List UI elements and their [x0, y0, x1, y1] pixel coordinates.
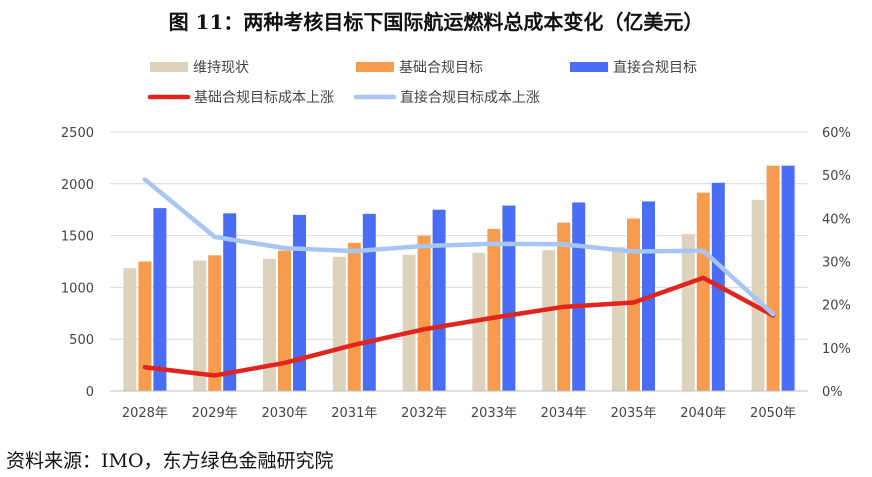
bar: [223, 213, 237, 391]
bar: [193, 260, 207, 391]
legend-swatch: [356, 62, 394, 72]
x-tick-label: 2040年: [680, 406, 726, 421]
y-right-tick-label: 20%: [822, 299, 851, 314]
series-line: [142, 177, 776, 317]
bar: [347, 242, 361, 391]
x-tick-label: 2035年: [610, 406, 656, 421]
legend-label: 基础合规目标: [399, 59, 483, 76]
x-tick-label: 2030年: [261, 406, 307, 421]
y-right-tick-label: 60%: [822, 126, 851, 141]
bar: [572, 202, 586, 391]
bar: [208, 255, 222, 391]
y-right-tick-label: 0%: [822, 385, 843, 400]
source-note: 资料来源：IMO，东方绿色金融研究院: [6, 450, 334, 472]
bar: [293, 214, 306, 391]
bar-series: [123, 165, 795, 391]
chart: 0 500 1000 1500 2000 2500 0% 10% 20% 30% 40% 50% 60%…: [61, 59, 851, 421]
bar: [542, 250, 556, 391]
bar: [432, 209, 446, 391]
line-series: [142, 177, 776, 378]
bar: [751, 199, 765, 391]
y-right-tick-label: 50%: [822, 169, 851, 184]
y-left-tick-label: 1000: [61, 281, 94, 296]
y-right-tick-label: 40%: [822, 212, 851, 227]
legend-label: 直接合规目标: [613, 59, 697, 76]
x-tick-label: 2028年: [122, 406, 168, 421]
bar: [123, 268, 137, 391]
bar: [362, 213, 376, 391]
legend-label: 基础合规目标成本上涨: [194, 89, 334, 106]
x-tick-label: 2031年: [331, 406, 377, 421]
chart-title: 图 11：两种考核目标下国际航运燃料总成本变化（亿美元）: [168, 10, 704, 34]
bar: [402, 254, 416, 391]
y-right-tick-label: 30%: [822, 256, 851, 271]
bar: [417, 235, 431, 391]
legend-label: 直接合规目标成本上涨: [400, 89, 540, 106]
series-line: [142, 275, 776, 378]
y-left-tick-label: 2000: [61, 178, 94, 193]
y-left-tick-label: 500: [69, 333, 94, 348]
legend-label: 维持现状: [193, 60, 249, 76]
bar: [487, 228, 501, 391]
bar: [681, 234, 695, 391]
bar: [278, 250, 291, 391]
y-right-tick-label: 10%: [822, 342, 851, 357]
y-left-tick-label: 1500: [61, 230, 94, 245]
x-tick-label: 2032年: [401, 406, 447, 421]
legend-swatch: [150, 62, 188, 72]
bar: [138, 261, 152, 391]
bar: [263, 258, 276, 391]
bar: [332, 256, 346, 391]
y-left-tick-label: 2500: [61, 126, 94, 141]
x-tick-label: 2033年: [471, 406, 517, 421]
x-tick-label: 2034年: [541, 406, 587, 421]
legend-swatch: [570, 62, 608, 72]
axes: 0 500 1000 1500 2000 2500 0% 10% 20% 30% 40% 50% 60%…: [61, 126, 851, 421]
y-left-tick-label: 0: [86, 385, 94, 400]
x-tick-label: 2029年: [192, 406, 238, 421]
bar: [781, 165, 795, 391]
bar: [696, 192, 710, 391]
bar: [766, 165, 780, 391]
bar: [612, 246, 625, 391]
bar: [153, 208, 167, 391]
bar: [502, 205, 516, 391]
x-tick-label: 2050年: [750, 406, 796, 421]
